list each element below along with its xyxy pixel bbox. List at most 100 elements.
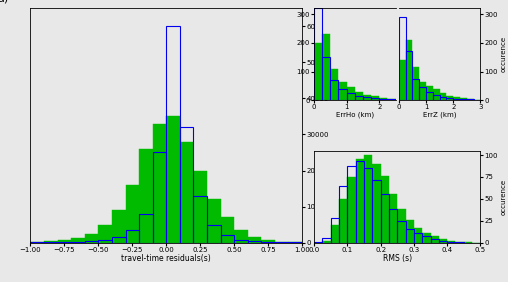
Bar	[439, 239, 447, 243]
Bar	[220, 235, 234, 243]
Bar	[338, 81, 346, 100]
Bar	[439, 97, 447, 100]
Bar	[30, 242, 44, 243]
Bar	[456, 242, 464, 243]
Bar	[406, 52, 412, 100]
Bar	[153, 124, 166, 243]
Bar	[346, 87, 355, 100]
Bar	[112, 210, 125, 243]
Bar	[433, 89, 439, 100]
Bar	[57, 240, 71, 243]
Bar	[363, 94, 371, 100]
Bar	[234, 240, 248, 243]
Bar	[419, 87, 426, 100]
Bar	[248, 237, 261, 243]
Bar	[275, 242, 289, 243]
Bar	[456, 242, 464, 243]
Bar	[99, 224, 112, 243]
Bar	[397, 209, 405, 243]
Bar	[467, 99, 473, 100]
Bar	[356, 161, 364, 243]
Bar	[331, 218, 339, 243]
Bar	[447, 98, 453, 100]
Bar	[388, 99, 396, 100]
Bar	[399, 17, 406, 100]
Bar	[406, 40, 412, 100]
Bar	[414, 233, 422, 243]
Bar	[372, 180, 380, 243]
Text: a): a)	[0, 0, 9, 4]
Bar	[275, 242, 289, 243]
Bar	[71, 242, 85, 243]
Bar	[322, 34, 330, 100]
Bar	[399, 60, 406, 100]
Bar	[234, 230, 248, 243]
Bar	[439, 241, 447, 243]
Bar	[248, 241, 261, 243]
Bar	[364, 168, 372, 243]
Bar	[405, 228, 414, 243]
Bar	[412, 67, 419, 100]
Bar	[380, 176, 389, 243]
Bar	[57, 242, 71, 243]
Bar	[412, 79, 419, 100]
Bar	[166, 116, 180, 243]
Bar	[44, 241, 57, 243]
Bar	[289, 242, 302, 243]
Bar	[261, 240, 275, 243]
Bar	[453, 97, 460, 100]
Bar	[460, 98, 467, 100]
Bar	[346, 93, 355, 100]
Bar	[330, 69, 338, 100]
Bar	[379, 98, 388, 100]
Bar	[85, 233, 99, 243]
Bar	[414, 228, 422, 243]
Bar	[207, 224, 220, 243]
Bar	[439, 93, 447, 100]
Bar	[153, 153, 166, 243]
Bar	[467, 99, 473, 100]
Bar	[371, 96, 379, 100]
Bar	[397, 221, 405, 243]
Bar	[430, 239, 439, 243]
Bar	[330, 80, 338, 100]
Bar	[379, 99, 388, 100]
Bar	[426, 92, 433, 100]
X-axis label: RMS (s): RMS (s)	[383, 254, 412, 263]
Bar	[447, 241, 456, 243]
Bar	[180, 127, 194, 243]
Bar	[430, 236, 439, 243]
Bar	[125, 230, 139, 243]
Bar	[355, 92, 363, 100]
Bar	[261, 242, 275, 243]
X-axis label: travel-time residuals(s): travel-time residuals(s)	[121, 254, 211, 263]
Bar	[371, 98, 379, 100]
Bar	[363, 97, 371, 100]
Bar	[422, 236, 430, 243]
Bar	[433, 95, 439, 100]
Bar	[338, 89, 346, 100]
Y-axis label: occurence: occurence	[501, 179, 507, 215]
Bar	[139, 214, 153, 243]
Bar	[426, 86, 433, 100]
Bar	[194, 171, 207, 243]
Bar	[380, 195, 389, 243]
Bar	[323, 241, 331, 243]
Bar	[323, 238, 331, 243]
Bar	[44, 242, 57, 243]
Bar	[314, 242, 323, 243]
Bar	[356, 158, 364, 243]
Bar	[339, 186, 347, 243]
Bar	[389, 193, 397, 243]
Bar	[464, 242, 472, 243]
Bar	[355, 96, 363, 100]
X-axis label: ErrHo (km): ErrHo (km)	[336, 112, 374, 118]
Bar	[194, 196, 207, 243]
Bar	[112, 237, 125, 243]
Bar	[207, 199, 220, 243]
Bar	[180, 142, 194, 243]
Bar	[388, 99, 396, 100]
Bar	[166, 27, 180, 243]
Bar	[447, 242, 456, 243]
Bar	[71, 238, 85, 243]
